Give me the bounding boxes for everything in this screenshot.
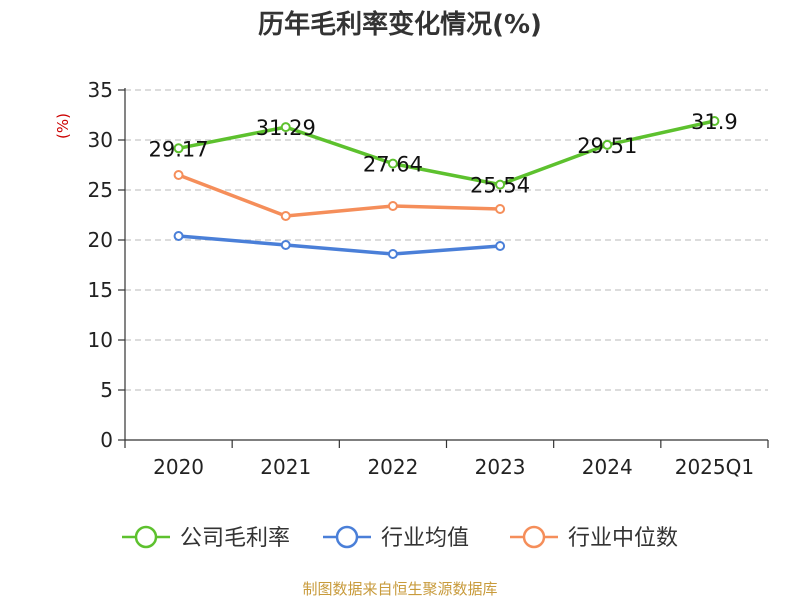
y-axis-unit: (%) bbox=[54, 113, 72, 139]
legend-label-0: 公司毛利率 bbox=[180, 526, 290, 551]
x-tick-label-2021: 2021 bbox=[260, 455, 311, 479]
x-tick-label-2023: 2023 bbox=[475, 455, 526, 479]
data-label-0-4: 29.51 bbox=[577, 134, 637, 158]
data-point-0-3 bbox=[495, 179, 506, 190]
chart-title: 历年毛利率变化情况(%) bbox=[258, 10, 542, 40]
data-point-1-2 bbox=[387, 249, 398, 259]
x-tick-label-2025Q1: 2025Q1 bbox=[675, 455, 754, 479]
series-line-1 bbox=[178, 234, 501, 256]
data-label-0-5: 31.9 bbox=[691, 110, 738, 134]
x-tick-label-2022: 2022 bbox=[367, 455, 418, 479]
data-point-1-0 bbox=[173, 231, 184, 241]
legend-marker-1 bbox=[335, 525, 359, 549]
data-point-2-1 bbox=[280, 211, 291, 221]
legend-marker-0 bbox=[134, 525, 158, 549]
series-lines bbox=[173, 116, 720, 259]
data-point-0-2 bbox=[387, 158, 398, 169]
y-tick-label-0: 0 bbox=[100, 428, 113, 452]
grid-lines bbox=[125, 89, 768, 391]
data-point-1-1 bbox=[280, 240, 291, 250]
data-label-0-2: 27.64 bbox=[363, 153, 423, 177]
y-tick-label-15: 15 bbox=[88, 278, 113, 302]
legend-marker-2 bbox=[522, 525, 546, 549]
y-tick-label-35: 35 bbox=[88, 78, 113, 102]
x-tick-label-2020: 2020 bbox=[153, 455, 204, 479]
data-label-0-0: 29.17 bbox=[149, 137, 209, 161]
data-point-0-4 bbox=[602, 139, 613, 150]
data-point-2-3 bbox=[495, 204, 506, 214]
data-point-0-1 bbox=[280, 122, 291, 133]
data-point-0-0 bbox=[173, 143, 184, 154]
y-tick-label-5: 5 bbox=[100, 378, 113, 402]
y-tick-label-20: 20 bbox=[88, 228, 113, 252]
data-label-0-3: 25.54 bbox=[470, 174, 530, 198]
y-tick-label-30: 30 bbox=[88, 128, 113, 152]
data-point-1-3 bbox=[495, 241, 506, 251]
legend: 公司毛利率 行业均值 行业中位数 bbox=[122, 525, 678, 551]
legend-label-2: 行业中位数 bbox=[568, 526, 678, 551]
axes: 0 5 10 15 20 25 30 35 2020 2021 2022 2023 2024 2025Q1 bbox=[88, 78, 769, 479]
source-note: 制图数据来自恒生聚源数据库 bbox=[302, 580, 498, 598]
data-point-2-2 bbox=[387, 201, 398, 211]
data-labels: 29.17 31.29 27.64 25.54 29.51 31.9 bbox=[149, 110, 738, 198]
data-point-0-5 bbox=[709, 116, 720, 126]
series-line-2 bbox=[177, 173, 501, 218]
x-tick-label-2024: 2024 bbox=[582, 455, 633, 479]
data-label-0-1: 31.29 bbox=[256, 116, 316, 140]
y-tick-label-25: 25 bbox=[88, 178, 113, 202]
y-tick-label-10: 10 bbox=[88, 328, 113, 352]
data-point-2-0 bbox=[173, 170, 184, 180]
series-line-0 bbox=[178, 119, 715, 187]
legend-label-1: 行业均值 bbox=[381, 526, 469, 551]
